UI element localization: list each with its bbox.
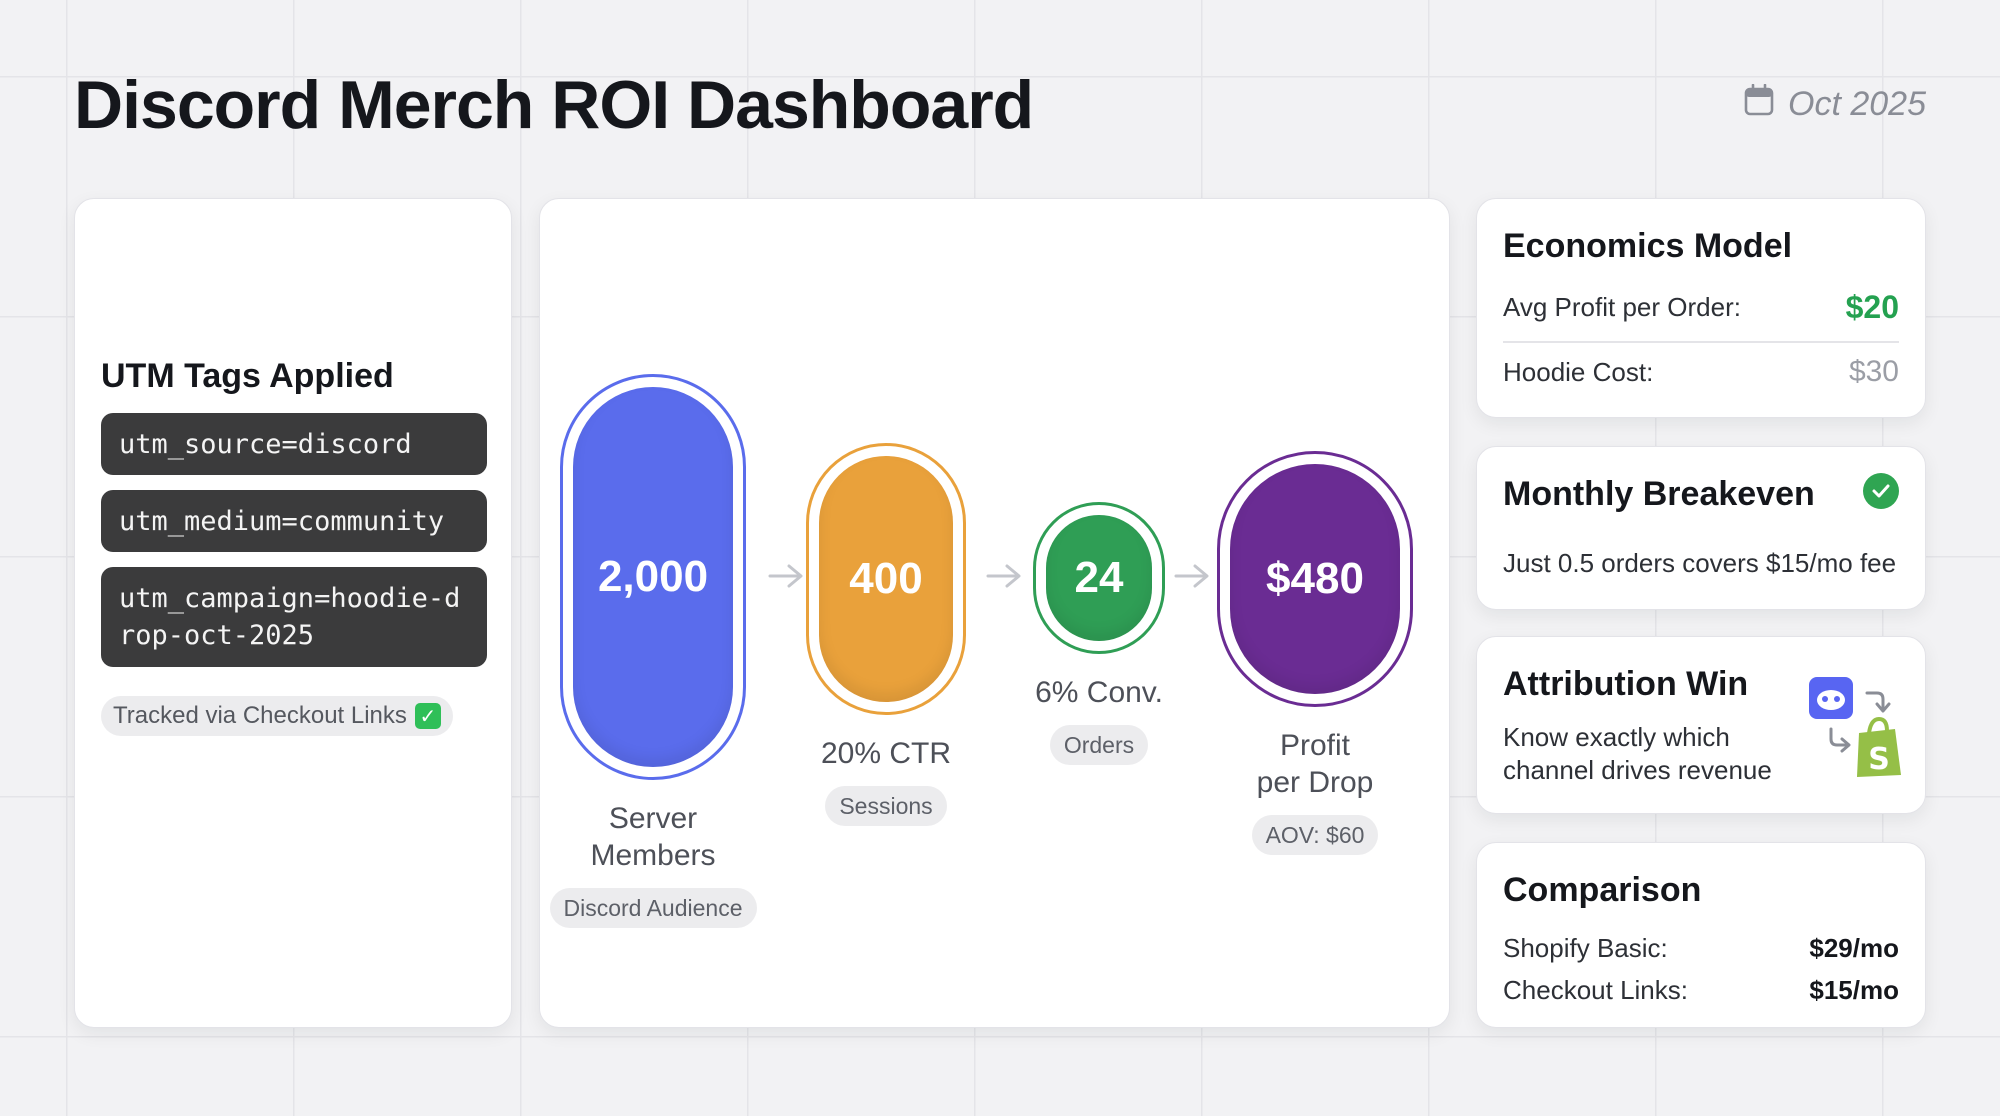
orders-ring: 24 — [1033, 502, 1165, 654]
econ-row-profit: Avg Profit per Order: $20 — [1503, 289, 1899, 326]
utm-heading: UTM Tags Applied — [101, 357, 394, 395]
date-display: Oct 2025 — [1744, 83, 1926, 125]
sessions-value: 400 — [849, 554, 923, 603]
profit-tag: AOV: $60 — [1251, 815, 1379, 855]
profit-label-line-2: per Drop — [1256, 766, 1374, 799]
comparison-checkout-label: Checkout Links: — [1503, 975, 1688, 1005]
sessions-label: 20% CTR — [821, 735, 951, 772]
econ-cost-value: $30 — [1848, 355, 1899, 388]
funnel-stage-sessions: 400 20% CTR Sessions — [801, 443, 971, 826]
profit-label-line-1: Profit — [1279, 729, 1351, 762]
utm-tag-campaign: utm_campaign=hoodie-drop-oct-2025 — [101, 567, 487, 667]
members-ring: 2,000 — [560, 374, 746, 780]
econ-divider — [1503, 341, 1899, 343]
profit-ring: $480 — [1217, 451, 1413, 707]
arrow-right-icon — [986, 564, 1021, 588]
funnel-stage-members: 2,000 Server Members Discord Audience — [548, 374, 758, 928]
comparison-row-checkout: Checkout Links: $15/mo — [1503, 975, 1899, 1006]
orders-label: 6% Conv. — [1035, 674, 1163, 711]
discord-icon — [1809, 677, 1853, 719]
profit-value: $480 — [1266, 554, 1364, 603]
comparison-shopify-value: $29/mo — [1809, 933, 1899, 963]
orders-value-pill: 24 — [1046, 515, 1152, 641]
members-label-line-1: Server — [608, 802, 698, 835]
date-label: Oct 2025 — [1788, 85, 1926, 123]
members-label: Server Members — [590, 800, 715, 874]
utm-tags-card: UTM Tags Applied utm_source=discord utm_… — [74, 198, 512, 1028]
check-box-icon: ✓ — [414, 703, 441, 729]
attribution-text: Know exactly which channel drives revenu… — [1503, 721, 1772, 787]
funnel-card: 2,000 Server Members Discord Audience 40… — [539, 198, 1450, 1028]
utm-tag-source: utm_source=discord — [101, 413, 487, 475]
tracked-badge: Tracked via Checkout Links ✓ — [101, 696, 453, 736]
members-label-line-2: Members — [590, 839, 716, 872]
comparison-row-shopify: Shopify Basic: $29/mo — [1503, 933, 1899, 964]
check-circle-icon — [1863, 473, 1899, 509]
comparison-checkout-value: $15/mo — [1809, 975, 1899, 1005]
arrow-right-icon — [1174, 564, 1209, 588]
attribution-flow-graphic: S — [1809, 677, 1901, 777]
sessions-tag: Sessions — [825, 786, 947, 826]
profit-value-pill: $480 — [1230, 464, 1400, 694]
tracked-label: Tracked via Checkout Links — [113, 702, 407, 729]
attribution-title: Attribution Win — [1503, 665, 1749, 703]
comparison-card: Comparison Shopify Basic: $29/mo Checkou… — [1476, 842, 1926, 1028]
utm-tag-medium: utm_medium=community — [101, 490, 487, 552]
sessions-ring: 400 — [806, 443, 966, 715]
breakeven-title: Monthly Breakeven — [1503, 475, 1815, 513]
members-value-pill: 2,000 — [573, 387, 733, 767]
comparison-shopify-label: Shopify Basic: — [1503, 933, 1668, 963]
comparison-title: Comparison — [1503, 871, 1702, 909]
sessions-value-pill: 400 — [819, 456, 953, 702]
members-tag: Discord Audience — [549, 888, 757, 928]
profit-label: Profit per Drop — [1257, 727, 1374, 801]
breakeven-card: Monthly Breakeven Just 0.5 orders covers… — [1476, 446, 1926, 610]
funnel-stage-orders: 24 6% Conv. Orders — [1014, 502, 1184, 765]
sessions-label-line-1: 20% CTR — [820, 737, 952, 770]
orders-value: 24 — [1074, 553, 1124, 602]
attribution-text-line-1: Know exactly which — [1503, 722, 1730, 752]
economics-card: Economics Model Avg Profit per Order: $2… — [1476, 198, 1926, 418]
svg-text:S: S — [1868, 742, 1890, 777]
members-value: 2,000 — [597, 552, 709, 601]
econ-profit-value: $20 — [1845, 289, 1899, 325]
economics-title: Economics Model — [1503, 227, 1793, 265]
page-title: Discord Merch ROI Dashboard — [74, 67, 1034, 143]
funnel-stage-profit: $480 Profit per Drop AOV: $60 — [1215, 451, 1415, 855]
shopify-icon: S — [1857, 716, 1901, 777]
econ-cost-label: Hoodie Cost: — [1503, 356, 1654, 387]
econ-profit-label: Avg Profit per Order: — [1503, 292, 1741, 322]
orders-tag: Orders — [1049, 725, 1149, 765]
attribution-card: Attribution Win Know exactly which chann… — [1476, 636, 1926, 814]
arrow-right-icon — [768, 564, 803, 588]
attribution-text-line-2: channel drives revenue — [1503, 755, 1772, 785]
orders-label-line-1: 6% Conv. — [1035, 676, 1163, 709]
breakeven-text: Just 0.5 orders covers $15/mo fee — [1503, 548, 1897, 578]
econ-row-cost: Hoodie Cost: $30 — [1503, 355, 1899, 389]
calendar-icon — [1744, 83, 1774, 125]
